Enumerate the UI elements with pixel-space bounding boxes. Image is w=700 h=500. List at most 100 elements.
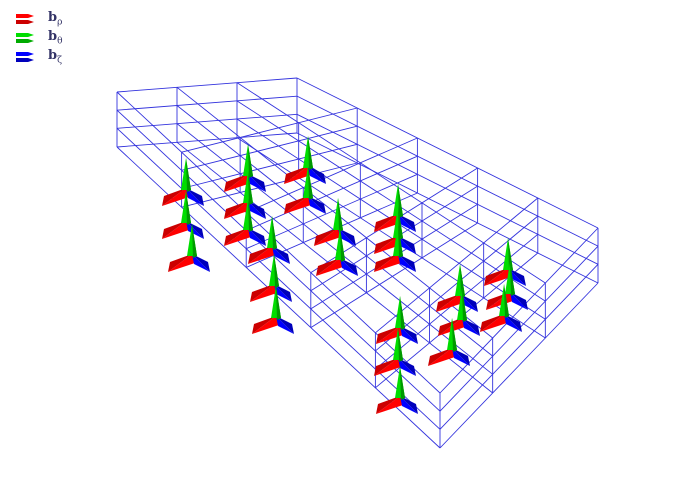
grid-line [176, 123, 493, 375]
zeta-vector-arrow [504, 314, 522, 332]
grid-line [439, 263, 599, 430]
grid-line [439, 227, 599, 394]
rho-vector-arrow [438, 318, 462, 336]
rho-vector-arrow [224, 174, 248, 192]
rho-vector-arrow [314, 228, 338, 246]
theta-vector-arrow [248, 171, 253, 205]
theta-vector-arrow [186, 158, 191, 192]
grid-line [116, 109, 441, 412]
rho-vector-arrow [250, 284, 277, 302]
zeta-vector-arrow [248, 228, 266, 246]
zeta-vector-arrow [272, 246, 290, 264]
zeta-vector-arrow [276, 316, 294, 334]
rho-vector-arrow [428, 348, 455, 366]
rho-vector-arrow [224, 174, 251, 192]
theta-vector-arrow [398, 224, 403, 258]
grid-line [246, 155, 418, 231]
rho-vector-arrow [486, 292, 513, 310]
theta-vector-arrow [398, 328, 403, 362]
zeta-vector-arrow [308, 166, 326, 184]
legend-item-b-rho: bρ [14, 10, 63, 28]
rho-vector-arrow [480, 314, 504, 332]
theta-vector-arrow [508, 238, 513, 272]
rho-vector-arrow [224, 201, 248, 219]
grid-line [116, 113, 298, 129]
rho-vector-arrow [374, 254, 401, 272]
blue-arrow-icon [16, 52, 34, 62]
rho-vector-arrow [316, 258, 340, 276]
rho-vector-arrow [376, 326, 403, 344]
grid-line [296, 77, 599, 229]
theta-vector-arrow [504, 284, 509, 318]
basis-vector-triads [162, 136, 528, 414]
rho-vector-arrow [436, 294, 463, 312]
theta-vector-arrow [340, 228, 345, 262]
grid-line [296, 132, 599, 284]
zeta-vector-arrow [186, 188, 204, 206]
zeta-vector-arrow [400, 396, 418, 414]
rho-vector-arrow [224, 228, 248, 246]
grid-line [439, 282, 599, 449]
rho-vector-arrow [374, 358, 398, 376]
legend-item-b-theta: bθ [14, 29, 63, 47]
rho-vector-arrow [284, 196, 308, 214]
theta-vector-arrow [400, 366, 405, 400]
zeta-vector-arrow [510, 292, 528, 310]
rho-vector-arrow [252, 316, 279, 334]
zeta-vector-arrow [248, 201, 266, 219]
grid-line [246, 137, 418, 213]
zeta-vector-arrow [400, 326, 418, 344]
theta-vector-arrow [308, 166, 313, 200]
grid-line [181, 143, 358, 189]
rho-vector-arrow [168, 254, 195, 272]
rho-vector-arrow [162, 221, 186, 239]
grid-line [296, 95, 599, 247]
zeta-vector-arrow [274, 284, 292, 302]
rho-vector-arrow [376, 396, 403, 414]
rho-vector-arrow [436, 294, 460, 312]
legend-symbol: b [48, 10, 58, 26]
grid-line [116, 95, 298, 111]
legend-subscript: θ [57, 36, 63, 47]
zeta-vector-arrow [192, 254, 210, 272]
rho-vector-arrow [374, 214, 401, 232]
rho-vector-arrow [374, 236, 398, 254]
theta-vector-arrow [248, 198, 253, 232]
rho-vector-arrow [480, 314, 507, 332]
grid-line [116, 91, 441, 394]
rho-vector-arrow [252, 316, 276, 334]
grid-line [116, 127, 441, 430]
rho-vector-arrow [162, 188, 189, 206]
theta-vector-arrow [274, 254, 279, 288]
zeta-vector-arrow [308, 196, 326, 214]
grid-line [181, 107, 358, 153]
rho-vector-arrow [248, 246, 275, 264]
rho-vector-arrow [284, 196, 311, 214]
theta-vector-arrow [308, 136, 313, 170]
theta-vector-arrow [462, 288, 467, 322]
legend-subscript: ζ [57, 55, 62, 66]
rho-vector-arrow [224, 228, 251, 246]
rho-vector-arrow [284, 166, 308, 184]
zeta-vector-arrow [248, 174, 266, 192]
rho-vector-arrow [374, 358, 401, 376]
grid-line [116, 132, 298, 148]
red-arrow-icon [16, 14, 34, 24]
rho-vector-arrow [314, 228, 341, 246]
rho-vector-arrow [284, 166, 311, 184]
theta-vector-arrow [398, 184, 403, 218]
rho-vector-arrow [168, 254, 192, 272]
legend-symbol: b [48, 48, 58, 64]
zeta-vector-arrow [338, 228, 356, 246]
theta-vector-arrow [186, 191, 191, 225]
zeta-vector-arrow [398, 214, 416, 232]
legend-subscript: ρ [57, 17, 63, 28]
rho-vector-arrow [376, 326, 400, 344]
zeta-vector-arrow [340, 258, 358, 276]
grid-line [181, 125, 358, 171]
theta-vector-arrow [248, 144, 253, 178]
theta-vector-arrow [510, 262, 515, 296]
green-arrow-icon [16, 33, 34, 43]
rho-vector-arrow [374, 236, 401, 254]
